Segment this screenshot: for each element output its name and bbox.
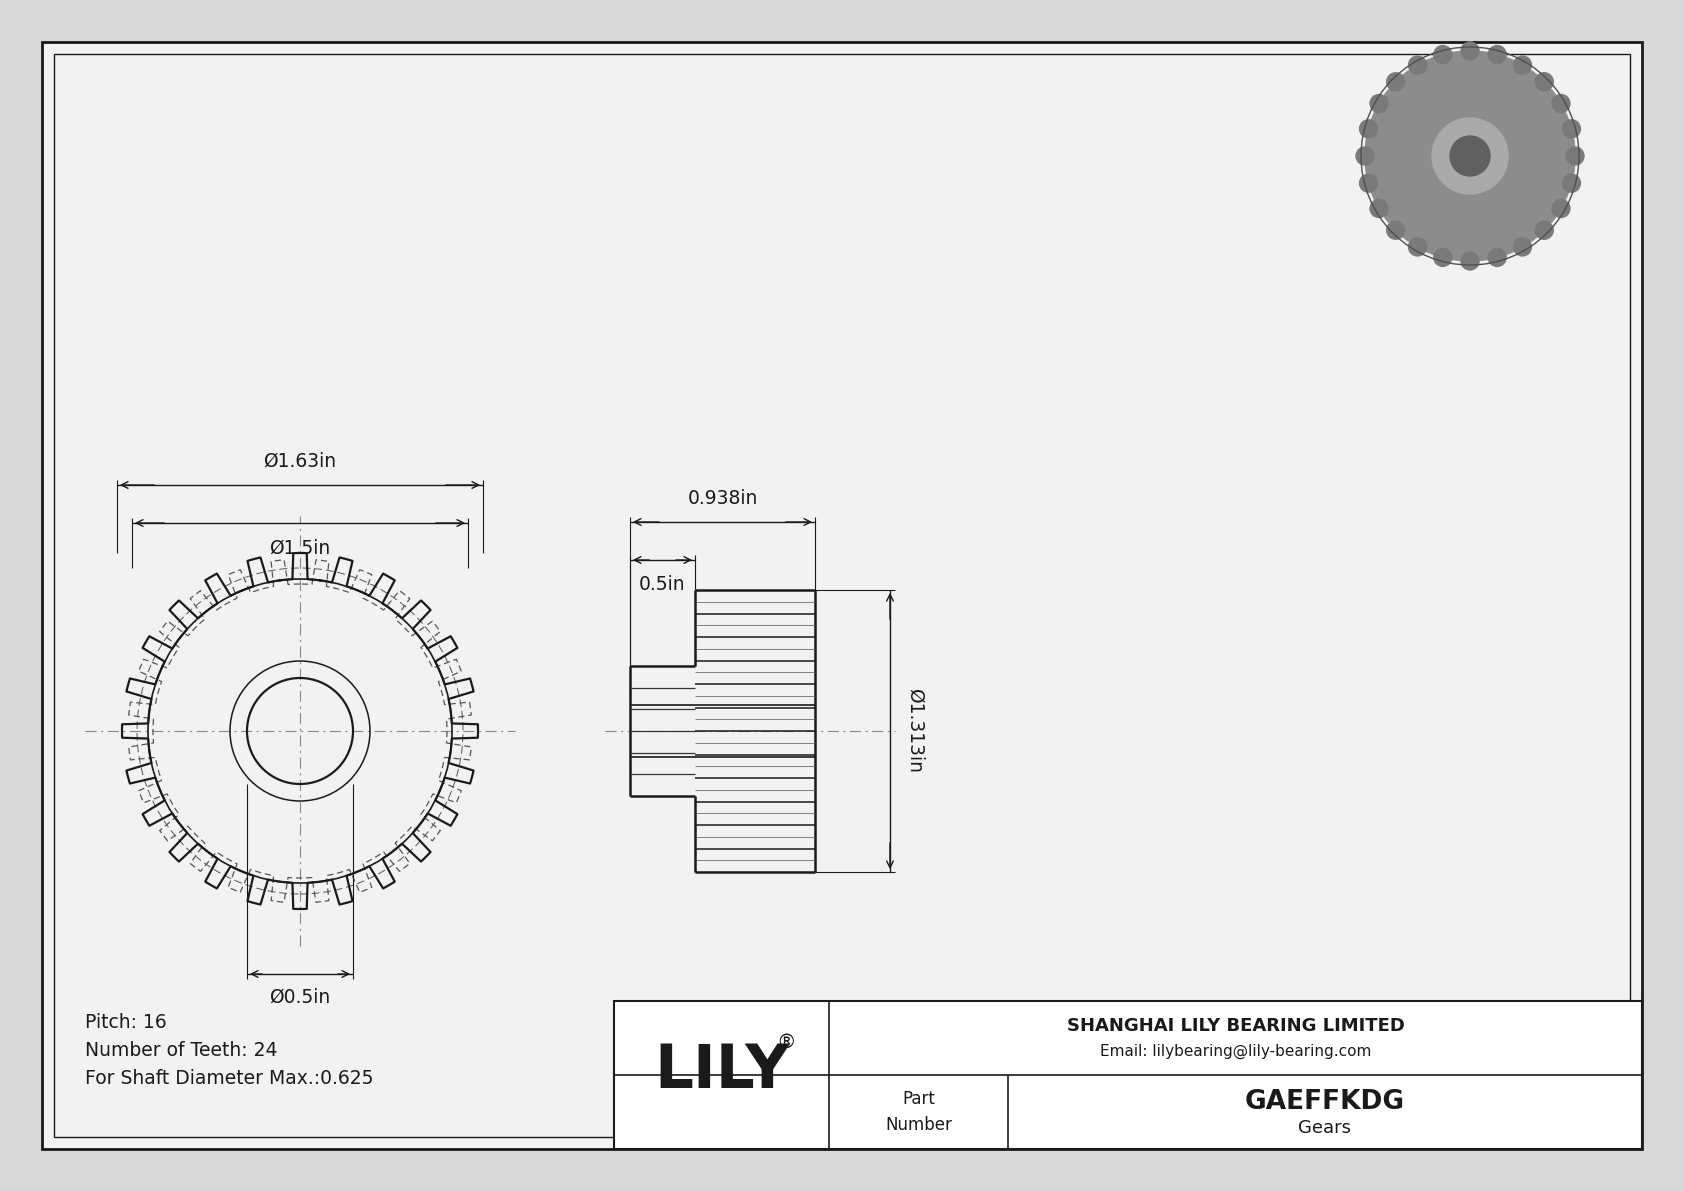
Text: GAEFFKDG: GAEFFKDG: [1244, 1089, 1404, 1115]
Circle shape: [1514, 238, 1531, 256]
Text: Ø1.63in: Ø1.63in: [263, 453, 337, 470]
Circle shape: [1386, 222, 1404, 239]
Text: Number of Teeth: 24: Number of Teeth: 24: [84, 1041, 278, 1060]
Circle shape: [1371, 200, 1388, 218]
Text: For Shaft Diameter Max.:0.625: For Shaft Diameter Max.:0.625: [84, 1070, 374, 1089]
Bar: [615, 1000, 1642, 1149]
Circle shape: [1489, 45, 1505, 63]
Circle shape: [1371, 94, 1388, 112]
Circle shape: [1359, 120, 1378, 138]
Circle shape: [1408, 56, 1426, 74]
Circle shape: [1450, 136, 1490, 176]
Circle shape: [1489, 249, 1505, 267]
Circle shape: [1433, 249, 1452, 267]
Text: Email: lilybearing@lily-bearing.com: Email: lilybearing@lily-bearing.com: [1100, 1043, 1371, 1059]
Circle shape: [1356, 146, 1374, 166]
Text: 0.5in: 0.5in: [640, 575, 685, 594]
Text: Part
Number: Part Number: [886, 1091, 951, 1134]
Circle shape: [1563, 120, 1580, 138]
Circle shape: [1553, 94, 1569, 112]
Ellipse shape: [1487, 67, 1527, 245]
Text: 0.938in: 0.938in: [687, 490, 758, 509]
Circle shape: [1386, 73, 1404, 91]
Text: Ø1.5in: Ø1.5in: [269, 540, 330, 559]
Circle shape: [1536, 73, 1553, 91]
Text: Pitch: 16: Pitch: 16: [84, 1014, 167, 1031]
Circle shape: [1433, 45, 1452, 63]
Circle shape: [1566, 146, 1585, 166]
Circle shape: [1462, 42, 1479, 60]
Text: Ø1.313in: Ø1.313in: [906, 688, 925, 773]
Circle shape: [1359, 174, 1378, 192]
Circle shape: [1462, 252, 1479, 270]
Circle shape: [1408, 238, 1426, 256]
Text: Ø0.5in: Ø0.5in: [269, 989, 330, 1008]
Circle shape: [1514, 56, 1531, 74]
Circle shape: [1366, 51, 1575, 261]
Circle shape: [1553, 200, 1569, 218]
Circle shape: [1536, 222, 1553, 239]
Text: ®: ®: [776, 1034, 797, 1053]
Ellipse shape: [1485, 58, 1527, 254]
Text: SHANGHAI LILY BEARING LIMITED: SHANGHAI LILY BEARING LIMITED: [1066, 1017, 1404, 1035]
Text: LILY: LILY: [655, 1041, 790, 1100]
Circle shape: [1563, 174, 1580, 192]
Circle shape: [1431, 118, 1507, 194]
Text: Gears: Gears: [1298, 1120, 1352, 1137]
